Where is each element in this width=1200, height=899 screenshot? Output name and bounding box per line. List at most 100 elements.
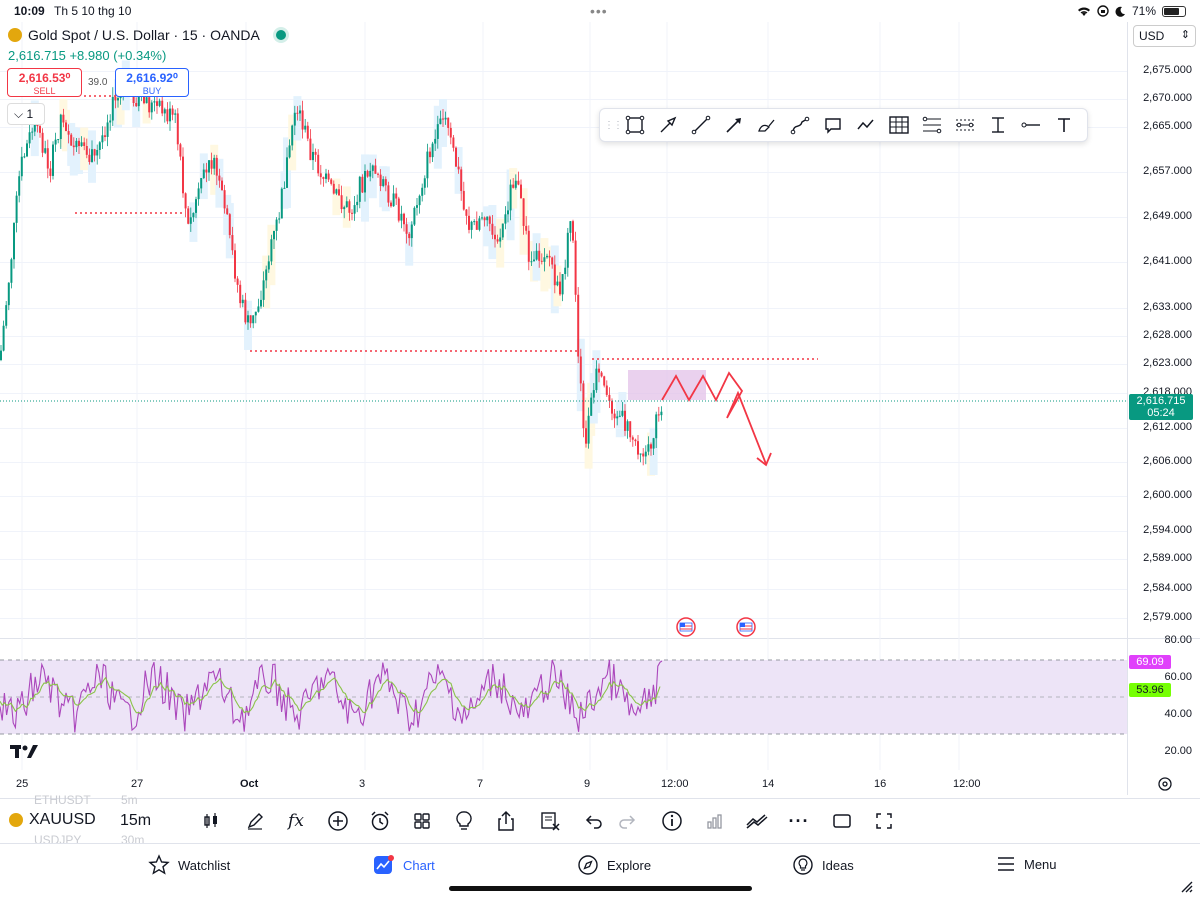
candle-body — [499, 237, 502, 242]
resize-handle-icon[interactable] — [1180, 880, 1194, 894]
table-icon[interactable] — [882, 110, 915, 140]
candle-body — [624, 410, 626, 431]
sell-button[interactable]: 2,616.53⁰ SELL — [7, 68, 82, 97]
time-axis-label: 12:00 — [953, 778, 981, 790]
text-icon[interactable] — [1047, 110, 1080, 140]
rsi-axis-label: 60.00 — [1164, 671, 1192, 683]
candle-body — [611, 400, 613, 414]
undo-icon[interactable] — [581, 808, 607, 834]
rectangle-icon[interactable] — [618, 110, 651, 140]
compare-lines-icon[interactable] — [744, 808, 770, 834]
projection-path — [661, 371, 767, 465]
arrow-marker-icon[interactable] — [717, 110, 750, 140]
tab-watchlist[interactable]: Watchlist — [148, 854, 230, 876]
zigzag-icon[interactable] — [849, 110, 882, 140]
horizontal-ray-icon[interactable] — [1014, 110, 1047, 140]
candle-body — [504, 214, 507, 224]
status-date: Th 5 10 thg 10 — [54, 4, 132, 18]
brush-icon[interactable] — [750, 110, 783, 140]
tab-chart[interactable]: Chart — [373, 854, 435, 876]
candle-body — [447, 117, 450, 128]
candle-body — [93, 149, 96, 156]
price-axis-label: 2,628.000 — [1143, 329, 1192, 341]
time-axis-label: Oct — [240, 778, 259, 790]
candles-type-icon[interactable] — [198, 808, 224, 834]
tab-ideas[interactable]: Ideas — [792, 854, 854, 876]
candle-body — [650, 444, 652, 449]
rsi-line — [0, 659, 663, 733]
ghost-symbol-above: ETHUSDT — [34, 793, 91, 807]
tab-menu[interactable]: Menu — [996, 854, 1057, 874]
alert-clock-icon[interactable] — [367, 808, 393, 834]
candle-body — [405, 224, 408, 234]
share-icon[interactable] — [493, 808, 519, 834]
candle-body — [187, 208, 190, 224]
candle-body — [169, 108, 171, 122]
layout-grid-icon[interactable] — [409, 808, 435, 834]
candle-body — [213, 157, 216, 169]
multitask-dots-icon[interactable]: ••• — [590, 3, 608, 19]
candle-body — [23, 156, 26, 158]
currency-select[interactable]: USD ⇕ — [1133, 25, 1196, 47]
candle-body — [603, 376, 606, 386]
date-range-icon[interactable] — [981, 110, 1014, 140]
drag-handle-icon[interactable]: ⋮⋮ — [604, 119, 623, 131]
candle-body — [397, 198, 400, 221]
candle-body — [452, 137, 455, 148]
price-axis-label: 2,594.000 — [1143, 524, 1192, 536]
tab-explore[interactable]: Explore — [577, 854, 651, 876]
candle-body — [20, 156, 23, 177]
clear-drawings-icon[interactable] — [537, 808, 563, 834]
candle-body — [462, 190, 465, 210]
price-change-line: 2,616.715 +8.980 (+0.34%) — [8, 48, 166, 63]
candle-body — [613, 413, 616, 419]
candle-body — [626, 421, 629, 431]
info-icon[interactable] — [659, 808, 685, 834]
price-chart[interactable] — [0, 0, 1200, 800]
price-axis-label: 2,633.000 — [1143, 301, 1192, 313]
arrow-icon[interactable] — [651, 110, 684, 140]
session-highlight — [189, 202, 198, 242]
symbol-picker[interactable]: XAUUSD — [9, 811, 96, 829]
fullscreen-icon[interactable] — [871, 808, 897, 834]
redo-icon[interactable] — [614, 808, 640, 834]
candle-body — [345, 201, 348, 208]
candle-body — [592, 390, 595, 398]
price-axis-label: 2,579.000 — [1143, 611, 1192, 623]
fib-icon[interactable] — [915, 110, 948, 140]
candle-body — [252, 315, 255, 324]
candle-body — [166, 109, 169, 122]
indicator-collapse-button[interactable]: ⌵ 1 — [7, 103, 45, 125]
lightbulb-icon[interactable] — [451, 808, 477, 834]
compass-icon — [578, 855, 598, 875]
candle-body — [637, 441, 639, 455]
time-axis-label: 3 — [359, 778, 366, 790]
window-square-icon[interactable] — [829, 808, 855, 834]
path-icon[interactable] — [783, 110, 816, 140]
drawing-pen-icon[interactable] — [242, 808, 268, 834]
callout-icon[interactable] — [816, 110, 849, 140]
home-indicator[interactable] — [449, 886, 752, 891]
price-axis-label: 2,623.000 — [1143, 357, 1192, 369]
tab-menu-label: Menu — [1024, 856, 1057, 872]
status-icons: 71% — [1077, 4, 1186, 18]
hamburger-icon — [998, 857, 1014, 871]
trend-line-icon[interactable] — [684, 110, 717, 140]
interval-picker[interactable]: 15m — [120, 812, 152, 829]
more-dots-icon[interactable]: ··· — [788, 810, 810, 831]
candle-body — [208, 160, 210, 173]
candle-body — [520, 184, 522, 199]
indicators-fx-icon[interactable]: fx — [288, 811, 304, 831]
candle-body — [449, 127, 452, 138]
candle-body — [548, 255, 551, 258]
parallel-channel-icon[interactable] — [948, 110, 981, 140]
candle-body — [231, 235, 234, 251]
add-plus-icon[interactable] — [325, 808, 351, 834]
buy-button[interactable]: 2,616.92⁰ BUY — [115, 68, 189, 97]
candle-body — [364, 171, 366, 193]
financials-bars-icon[interactable] — [702, 808, 728, 834]
symbol-header[interactable]: Gold Spot / U.S. Dollar · 15 · OANDA — [8, 27, 286, 43]
candle-body — [114, 96, 117, 101]
candle-body — [566, 232, 569, 268]
candle-body — [514, 180, 517, 188]
